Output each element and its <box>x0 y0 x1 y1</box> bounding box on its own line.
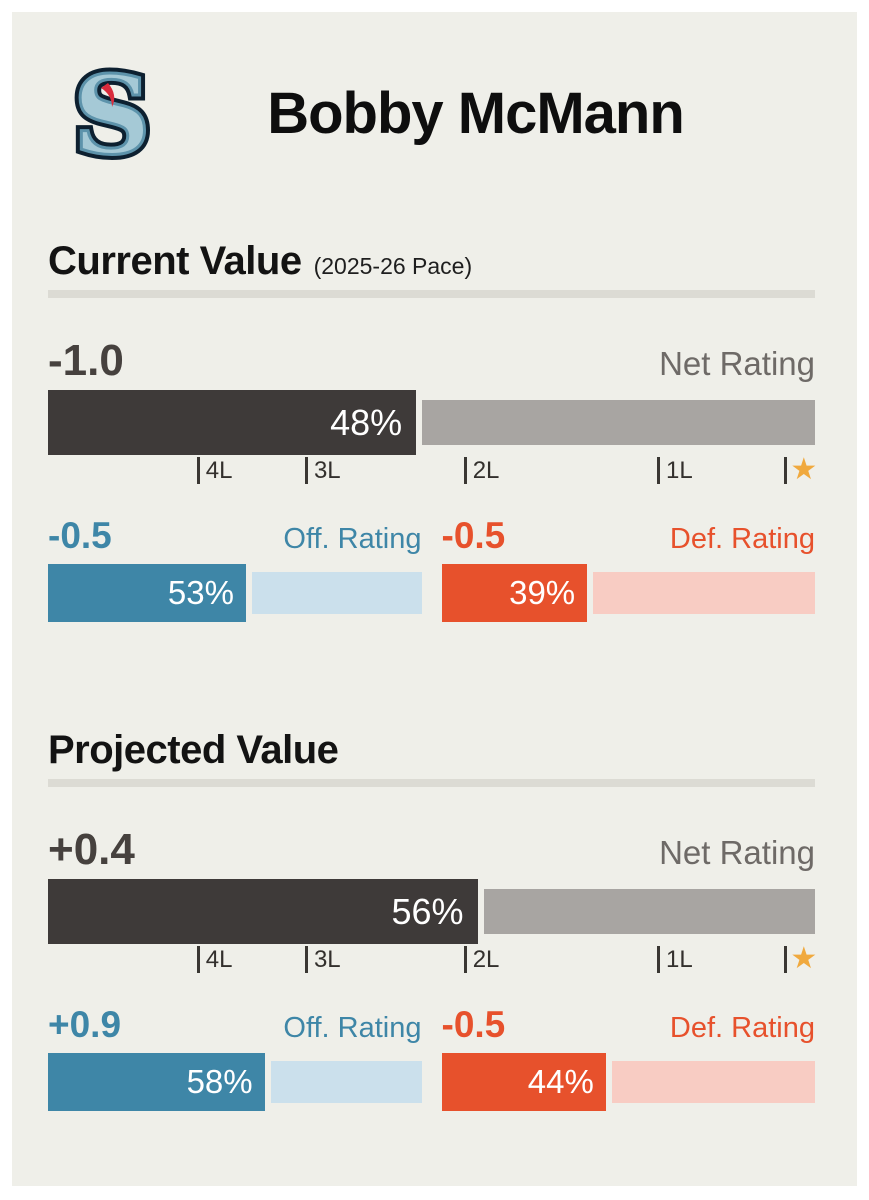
net-rating-value: -1.0 <box>48 336 124 385</box>
tick-line <box>304 457 308 484</box>
tick-line <box>304 946 308 973</box>
off-rating-label: Off. Rating <box>283 1012 422 1044</box>
tick-3L: 3L <box>304 946 341 973</box>
net-rating-percent: 56% <box>391 890 464 932</box>
tick-4L: 4L <box>196 946 233 973</box>
off-rating-percent: 53% <box>167 574 234 611</box>
tick-label: 2L <box>472 946 500 973</box>
tick-label: 3L <box>313 457 341 484</box>
current-value-section: Current Value (2025-26 Pace) -1.0 Net Ra… <box>48 239 818 622</box>
net-rating-label: Net Rating <box>659 345 815 382</box>
off-rating-bar-remainder <box>270 1061 422 1103</box>
off-rating-block: +0.9 Off. Rating 58% <box>48 1004 422 1111</box>
def-rating-block: -0.5 Def. Rating 44% <box>441 1004 815 1111</box>
player-name: Bobby McMann <box>267 80 685 146</box>
tick-4L: 4L <box>196 457 233 484</box>
tick-line <box>196 946 200 973</box>
tick-scale: 4L 3L 2L 1L ★ <box>48 942 818 978</box>
tick-line <box>784 457 788 484</box>
net-rating-bar: 48% <box>48 390 815 455</box>
team-logo-icon: S S <box>68 57 157 169</box>
def-rating-bar-remainder <box>593 572 815 614</box>
net-rating-bar-fill: 56% <box>48 879 478 944</box>
svg-text:S: S <box>73 57 151 169</box>
tick-label: 4L <box>205 946 233 973</box>
net-rating-value: +0.4 <box>48 825 135 874</box>
def-rating-label: Def. Rating <box>669 523 815 555</box>
tick-line <box>784 946 788 973</box>
star-tick: ★ <box>784 942 818 975</box>
off-rating-bar-remainder <box>251 572 422 614</box>
divider <box>48 779 815 787</box>
def-rating-value: -0.5 <box>441 1004 506 1045</box>
star-icon: ★ <box>790 942 818 975</box>
net-rating-bar: 56% <box>48 879 815 944</box>
def-rating-bar-fill: 39% <box>441 564 588 622</box>
star-tick: ★ <box>784 453 818 486</box>
off-rating-block: -0.5 Off. Rating 53% <box>48 515 422 622</box>
def-rating-bar-fill: 44% <box>441 1053 606 1111</box>
logo-red-accent <box>101 83 115 107</box>
def-rating-percent: 39% <box>509 574 576 611</box>
divider <box>48 290 815 298</box>
off-rating-percent: 58% <box>186 1063 253 1100</box>
off-rating-value: +0.9 <box>48 1004 122 1045</box>
off-rating-bar: 53% <box>48 564 422 622</box>
tick-scale: 4L 3L 2L 1L ★ <box>48 453 818 489</box>
tick-3L: 3L <box>304 457 341 484</box>
section-title: Projected Value <box>48 728 339 772</box>
tick-line <box>656 457 660 484</box>
off-rating-value: -0.5 <box>48 515 112 556</box>
tick-line <box>463 457 467 484</box>
off-rating-label: Off. Rating <box>283 523 422 555</box>
net-rating-bar-fill: 48% <box>48 390 417 455</box>
def-rating-value: -0.5 <box>441 515 506 556</box>
tick-1L: 1L <box>656 946 693 973</box>
off-rating-bar-fill: 53% <box>48 564 246 622</box>
section-title: Current Value <box>48 239 302 283</box>
star-icon: ★ <box>790 453 818 486</box>
tick-label: 1L <box>665 946 693 973</box>
tick-1L: 1L <box>656 457 693 484</box>
net-rating-bar-remainder <box>483 889 815 934</box>
def-rating-block: -0.5 Def. Rating 39% <box>441 515 815 622</box>
def-rating-percent: 44% <box>527 1063 594 1100</box>
tick-label: 4L <box>205 457 233 484</box>
tick-label: 2L <box>472 457 500 484</box>
section-subtitle: (2025-26 Pace) <box>313 253 473 279</box>
tick-label: 1L <box>665 457 693 484</box>
def-rating-bar-remainder <box>611 1061 815 1103</box>
net-rating-bar-remainder <box>422 400 815 445</box>
svg-text:S: S <box>73 57 151 169</box>
projected-value-section: Projected Value +0.4 Net Rating 56% 4L 3L… <box>48 728 818 1111</box>
def-rating-bar: 39% <box>441 564 815 622</box>
def-rating-label: Def. Rating <box>669 1012 815 1044</box>
tick-2L: 2L <box>463 457 500 484</box>
def-rating-bar: 44% <box>441 1053 815 1111</box>
tick-line <box>656 946 660 973</box>
tick-line <box>463 946 467 973</box>
player-card: S S Bobby McMann Current Value (2025-26 … <box>12 12 857 1186</box>
net-rating-label: Net Rating <box>659 834 815 871</box>
tick-line <box>196 457 200 484</box>
net-rating-percent: 48% <box>330 401 403 443</box>
off-rating-bar-fill: 58% <box>48 1053 265 1111</box>
tick-label: 3L <box>313 946 341 973</box>
off-rating-bar: 58% <box>48 1053 422 1111</box>
header: S S Bobby McMann <box>48 57 815 169</box>
tick-2L: 2L <box>463 946 500 973</box>
